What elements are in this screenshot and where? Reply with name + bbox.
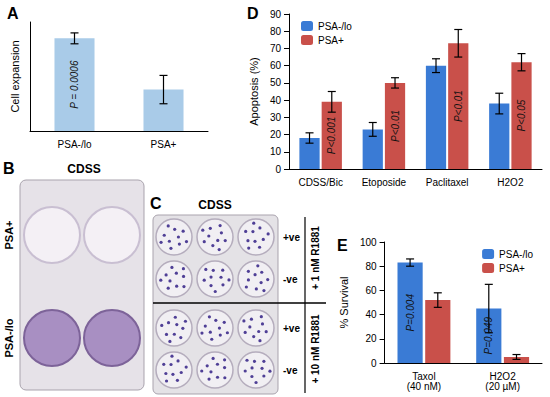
svg-text:CDSS/Bic: CDSS/Bic xyxy=(298,177,342,188)
svg-text:P = 0.0006: P = 0.0006 xyxy=(69,60,80,109)
svg-text:Apoptosis (%): Apoptosis (%) xyxy=(248,57,260,125)
svg-text:40: 40 xyxy=(365,309,377,320)
svg-text:+ve: +ve xyxy=(283,323,300,334)
svg-text:P=0.004: P=0.004 xyxy=(405,294,416,332)
svg-text:100: 100 xyxy=(360,237,377,248)
svg-text:P<0.05: P<0.05 xyxy=(516,99,527,131)
svg-text:0: 0 xyxy=(275,164,281,175)
svg-text:10: 10 xyxy=(270,146,282,157)
svg-text:Cell expansion: Cell expansion xyxy=(9,40,21,112)
svg-text:80: 80 xyxy=(270,26,282,37)
svg-text:60: 60 xyxy=(270,60,282,71)
svg-text:P=0.049: P=0.049 xyxy=(483,317,494,355)
svg-text:Taxol: Taxol xyxy=(412,370,436,382)
svg-text:C: C xyxy=(150,195,162,212)
svg-text:Etoposide: Etoposide xyxy=(362,177,407,188)
svg-text:PSA-/lo: PSA-/lo xyxy=(3,318,15,357)
svg-text:PSA-/lo: PSA-/lo xyxy=(499,249,533,260)
svg-text:+ 10 nM R1881: + 10 nM R1881 xyxy=(310,314,321,384)
svg-text:E: E xyxy=(337,237,348,254)
svg-text:20: 20 xyxy=(365,333,377,344)
svg-text:(20 µM): (20 µM) xyxy=(485,381,520,392)
svg-text:-ve: -ve xyxy=(283,365,298,376)
svg-text:A: A xyxy=(7,5,19,22)
svg-text:+ve: +ve xyxy=(283,232,300,243)
svg-text:CDSS: CDSS xyxy=(198,198,231,212)
svg-text:PSA-/lo: PSA-/lo xyxy=(318,21,352,32)
svg-text:PSA+: PSA+ xyxy=(499,263,525,274)
svg-text:+ 1 nM R1881: + 1 nM R1881 xyxy=(310,226,321,290)
svg-text:P<0.01: P<0.01 xyxy=(390,110,401,142)
svg-text:90: 90 xyxy=(270,9,282,20)
svg-text:40: 40 xyxy=(270,95,282,106)
svg-text:P<0.01: P<0.01 xyxy=(453,90,464,122)
svg-text:-ve: -ve xyxy=(283,274,298,285)
svg-text:H2O2: H2O2 xyxy=(489,370,516,382)
svg-text:30: 30 xyxy=(270,112,282,123)
svg-text:PSA+: PSA+ xyxy=(151,139,177,150)
svg-text:H2O2: H2O2 xyxy=(497,177,524,188)
svg-text:CDSS: CDSS xyxy=(67,162,100,176)
svg-text:70: 70 xyxy=(270,43,282,54)
svg-text:PSA-/lo: PSA-/lo xyxy=(58,139,92,150)
svg-text:80: 80 xyxy=(365,261,377,272)
svg-text:50: 50 xyxy=(270,77,282,88)
svg-text:PSA+: PSA+ xyxy=(3,220,15,249)
svg-text:0: 0 xyxy=(371,358,377,369)
svg-text:P<0.001: P<0.001 xyxy=(326,117,337,155)
svg-text:PSA+: PSA+ xyxy=(318,35,344,46)
svg-text:(40 nM): (40 nM) xyxy=(407,381,441,392)
svg-text:60: 60 xyxy=(365,285,377,296)
svg-text:D: D xyxy=(247,5,259,22)
svg-text:20: 20 xyxy=(270,129,282,140)
svg-text:% Survival: % Survival xyxy=(338,277,350,329)
svg-text:B: B xyxy=(3,160,15,177)
svg-text:Paclitaxel: Paclitaxel xyxy=(426,177,469,188)
